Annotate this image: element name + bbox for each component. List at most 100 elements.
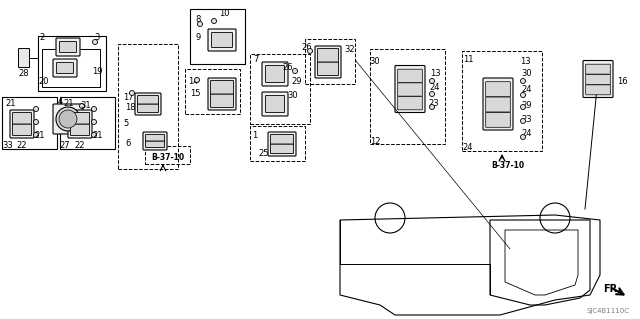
Circle shape <box>79 103 84 108</box>
FancyBboxPatch shape <box>262 92 288 116</box>
Bar <box>118 44 178 169</box>
Text: 21: 21 <box>35 130 45 139</box>
Circle shape <box>429 92 435 97</box>
FancyBboxPatch shape <box>138 104 159 113</box>
FancyBboxPatch shape <box>266 65 285 83</box>
FancyBboxPatch shape <box>268 132 296 156</box>
Text: 4: 4 <box>58 97 63 106</box>
Text: 21: 21 <box>93 130 103 139</box>
FancyBboxPatch shape <box>53 104 83 134</box>
Circle shape <box>92 107 97 112</box>
Text: 21: 21 <box>6 100 16 108</box>
Text: 10: 10 <box>219 10 229 19</box>
FancyBboxPatch shape <box>395 65 425 113</box>
Bar <box>185 69 240 114</box>
FancyBboxPatch shape <box>211 80 234 94</box>
FancyBboxPatch shape <box>266 95 285 113</box>
Circle shape <box>520 135 525 139</box>
FancyBboxPatch shape <box>586 85 611 95</box>
Bar <box>2 97 57 149</box>
Circle shape <box>520 118 525 123</box>
FancyBboxPatch shape <box>68 110 92 138</box>
Circle shape <box>520 93 525 98</box>
FancyBboxPatch shape <box>397 69 422 83</box>
FancyBboxPatch shape <box>483 78 513 130</box>
Text: 25: 25 <box>259 150 269 159</box>
Text: 16: 16 <box>617 78 627 86</box>
Text: 2: 2 <box>40 33 45 42</box>
Text: 11: 11 <box>463 55 473 63</box>
Circle shape <box>33 107 38 112</box>
Text: 23: 23 <box>429 100 439 108</box>
Circle shape <box>92 120 97 124</box>
FancyBboxPatch shape <box>145 135 164 141</box>
Text: 26: 26 <box>301 42 312 51</box>
Circle shape <box>92 132 97 137</box>
Circle shape <box>307 48 312 54</box>
FancyBboxPatch shape <box>208 29 236 51</box>
Text: 8: 8 <box>195 14 201 24</box>
Text: 22: 22 <box>75 142 85 151</box>
FancyBboxPatch shape <box>145 141 164 147</box>
Bar <box>250 126 305 161</box>
FancyBboxPatch shape <box>138 95 159 104</box>
FancyBboxPatch shape <box>13 124 31 136</box>
FancyBboxPatch shape <box>208 78 236 110</box>
FancyBboxPatch shape <box>315 46 341 78</box>
Text: 21: 21 <box>64 100 74 108</box>
Text: 13: 13 <box>429 70 440 78</box>
FancyBboxPatch shape <box>486 112 510 127</box>
Circle shape <box>198 21 202 26</box>
Bar <box>462 51 542 151</box>
Text: 24: 24 <box>429 83 440 92</box>
Text: 27: 27 <box>60 142 70 151</box>
FancyBboxPatch shape <box>70 113 90 124</box>
Text: 32: 32 <box>345 44 355 54</box>
Circle shape <box>129 91 134 95</box>
Circle shape <box>211 19 216 24</box>
FancyBboxPatch shape <box>211 94 234 108</box>
Text: SJC4B1110C: SJC4B1110C <box>586 308 630 314</box>
Text: 5: 5 <box>124 120 129 129</box>
Bar <box>60 97 115 149</box>
Text: 33: 33 <box>3 142 13 151</box>
FancyBboxPatch shape <box>586 75 611 85</box>
FancyBboxPatch shape <box>586 64 611 74</box>
FancyBboxPatch shape <box>56 63 74 73</box>
Text: 29: 29 <box>522 100 532 109</box>
Text: B-37-10: B-37-10 <box>152 152 184 161</box>
FancyBboxPatch shape <box>211 33 232 48</box>
FancyBboxPatch shape <box>143 132 167 150</box>
Text: 12: 12 <box>370 137 380 145</box>
Bar <box>145 146 190 164</box>
Circle shape <box>429 78 435 84</box>
Circle shape <box>292 69 298 73</box>
FancyBboxPatch shape <box>397 97 422 110</box>
FancyBboxPatch shape <box>70 124 90 136</box>
Text: 29: 29 <box>292 77 302 85</box>
Circle shape <box>56 107 80 131</box>
Text: 23: 23 <box>522 115 532 123</box>
Text: 31: 31 <box>81 101 92 110</box>
FancyBboxPatch shape <box>19 48 29 68</box>
Circle shape <box>429 105 435 109</box>
Text: FR.: FR. <box>603 284 621 294</box>
Text: B-37-10: B-37-10 <box>492 161 525 170</box>
FancyBboxPatch shape <box>486 97 510 112</box>
Text: 1: 1 <box>252 131 258 140</box>
Circle shape <box>195 78 200 83</box>
FancyBboxPatch shape <box>53 59 77 77</box>
Bar <box>250 54 310 124</box>
Circle shape <box>93 40 97 44</box>
Circle shape <box>520 105 525 109</box>
FancyBboxPatch shape <box>262 62 288 86</box>
Bar <box>42 49 100 87</box>
Text: 15: 15 <box>189 88 200 98</box>
Circle shape <box>33 132 38 137</box>
Bar <box>190 9 245 64</box>
Text: 7: 7 <box>253 55 259 63</box>
FancyBboxPatch shape <box>583 61 613 98</box>
FancyBboxPatch shape <box>135 93 161 115</box>
Text: 24: 24 <box>522 130 532 138</box>
FancyBboxPatch shape <box>317 48 339 62</box>
